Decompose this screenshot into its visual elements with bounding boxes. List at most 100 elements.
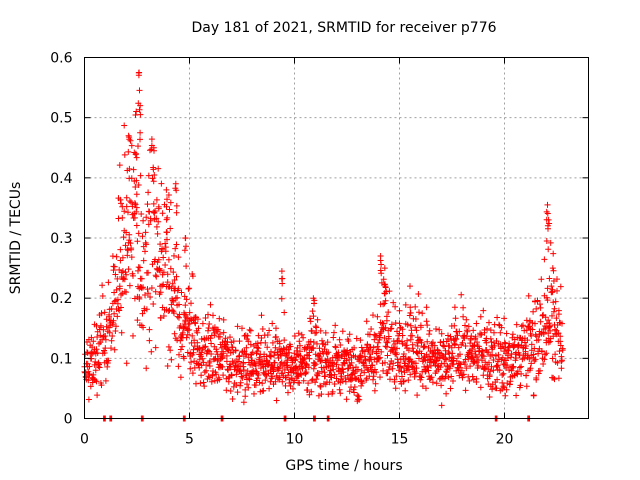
data-point [489, 351, 496, 358]
data-point [384, 339, 391, 346]
data-point [160, 313, 167, 319]
data-point [162, 248, 169, 255]
data-point [176, 311, 183, 318]
data-point [102, 333, 109, 339]
data-point [441, 343, 448, 350]
data-point [308, 328, 315, 335]
data-point [531, 345, 538, 352]
data-point [393, 373, 400, 380]
data-point [406, 312, 413, 319]
data-point [167, 225, 174, 232]
data-point [291, 357, 298, 364]
data-point [136, 264, 143, 271]
data-point [191, 343, 198, 350]
data-point [538, 348, 545, 354]
data-point [314, 340, 320, 347]
data-point [532, 320, 538, 327]
data-point [123, 203, 130, 210]
data-point [132, 150, 139, 157]
data-point [372, 380, 379, 387]
data-point [419, 383, 426, 390]
data-point [486, 319, 492, 326]
data-point [181, 355, 187, 362]
data-point [390, 360, 397, 367]
data-point [528, 360, 535, 367]
data-point [262, 339, 269, 346]
data-point [537, 318, 544, 325]
data-point [155, 218, 162, 225]
data-point [138, 285, 145, 292]
data-point [249, 349, 256, 356]
data-point [537, 301, 543, 308]
data-point [559, 347, 566, 354]
data-point [122, 269, 129, 276]
data-point [540, 329, 547, 336]
data-point [351, 344, 358, 351]
data-points [81, 69, 566, 422]
data-point [136, 295, 143, 302]
data-point [346, 331, 353, 338]
data-point [297, 348, 303, 355]
data-point [173, 241, 180, 248]
data-point [555, 330, 562, 337]
data-point [556, 348, 563, 355]
data-point [355, 393, 362, 400]
data-point [467, 340, 474, 347]
data-point [307, 338, 314, 345]
data-point [138, 275, 145, 282]
data-point [163, 203, 170, 210]
data-point [176, 301, 182, 308]
data-point [301, 355, 308, 361]
data-point [233, 382, 240, 388]
data-point [494, 376, 501, 383]
data-point [210, 312, 216, 319]
data-point [201, 344, 208, 351]
data-point [119, 268, 126, 274]
data-point [238, 373, 245, 380]
data-point [177, 374, 184, 381]
data-point [481, 365, 488, 372]
data-point [377, 354, 383, 361]
data-point [440, 342, 446, 349]
data-point [145, 269, 152, 276]
data-point [111, 346, 118, 353]
data-point [554, 287, 560, 294]
data-point [303, 345, 310, 352]
data-point [530, 308, 537, 315]
data-point [140, 324, 147, 331]
data-point [137, 111, 144, 118]
data-point [172, 180, 179, 187]
data-point [477, 313, 484, 320]
data-point [171, 252, 177, 259]
data-point [557, 333, 564, 340]
data-point [506, 340, 513, 347]
data-point [392, 303, 399, 310]
data-point [331, 329, 337, 336]
data-point [462, 361, 468, 368]
data-point [443, 356, 450, 363]
data-point [454, 332, 461, 339]
data-point [342, 378, 349, 385]
data-point [411, 373, 418, 380]
data-point [150, 144, 157, 151]
data-point [501, 315, 508, 322]
data-point [400, 351, 407, 357]
data-point [170, 298, 177, 305]
data-point [269, 373, 276, 380]
data-point [559, 357, 565, 364]
data-point [307, 315, 313, 322]
data-point [90, 371, 97, 378]
data-point [528, 341, 535, 348]
data-point [237, 379, 244, 386]
y-tick-label: 0.4 [50, 171, 72, 187]
data-point [145, 172, 152, 179]
data-point [168, 356, 175, 363]
data-point [418, 339, 425, 346]
data-point [269, 339, 276, 346]
data-point [497, 329, 504, 336]
data-point [213, 371, 220, 378]
data-point [102, 345, 109, 352]
data-point [105, 357, 112, 364]
data-point [255, 345, 262, 352]
data-point [394, 345, 400, 352]
